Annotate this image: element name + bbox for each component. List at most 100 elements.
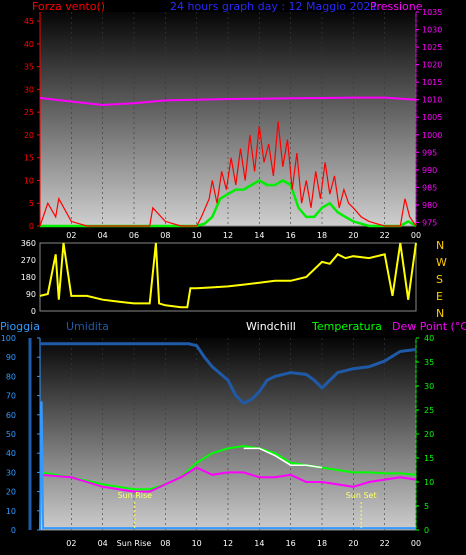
- pressure-tick-label: 1015: [422, 78, 442, 87]
- temperature-tick-label: 30: [424, 382, 434, 391]
- direction-panel-background: [39, 242, 417, 312]
- grid-lines: [71, 12, 417, 530]
- wind-tick-label: 10: [24, 176, 34, 185]
- compass-label: W: [436, 256, 447, 269]
- temp-x-tick-label: 12: [223, 539, 233, 548]
- pressure-tick-label: 1005: [422, 113, 442, 122]
- wind-tick-label: 20: [24, 131, 34, 140]
- temperature-tick-label: 25: [424, 406, 434, 415]
- pressure-tick-label: 1025: [422, 43, 442, 52]
- temperature-tick-label: 20: [424, 430, 434, 439]
- humidity-tick-label: 40: [6, 449, 16, 458]
- wind-tick-label: 0: [29, 222, 34, 231]
- temp-x-tick-label: Sun Rise: [117, 539, 152, 548]
- wind-x-tick-label: 18: [317, 231, 327, 240]
- temperature-tick-label: 35: [424, 358, 434, 367]
- pressure-tick-label: 1000: [422, 131, 442, 140]
- wind-tick-label: 35: [24, 63, 34, 72]
- humidity-tick-label: 20: [6, 488, 16, 497]
- wind-x-tick-label: 06: [129, 231, 139, 240]
- wind-tick-label: 30: [24, 85, 34, 94]
- rain-axis-title: Pioggia: [0, 320, 40, 333]
- temperature-legend: Temperatura: [311, 320, 382, 333]
- wind-series-line: [39, 121, 417, 227]
- wind-x-tick-label: 22: [380, 231, 390, 240]
- sunrise-label: Sun Rise: [117, 491, 152, 500]
- temp-x-tick-label: 22: [380, 539, 390, 548]
- wind-x-tick-label: 02: [66, 231, 76, 240]
- pressure-tick-label: 980: [422, 201, 437, 210]
- dewpoint-series-line: [39, 466, 417, 493]
- humidity-tick-label: 30: [6, 468, 16, 477]
- temp-x-tick-label: 20: [348, 539, 358, 548]
- compass-label: S: [436, 273, 443, 286]
- wind-x-tick-label: 16: [286, 231, 296, 240]
- wind-x-tick-label: 08: [160, 231, 170, 240]
- temperature-series-line: [39, 444, 417, 491]
- humidity-tick-label: 100: [1, 334, 16, 343]
- tick-labels: 0510152025303540459759809859909951000100…: [1, 8, 447, 548]
- temp-x-tick-label: 10: [192, 539, 202, 548]
- humidity-tick-label: 0: [11, 526, 16, 535]
- direction-series-line: [39, 242, 417, 309]
- humidity-tick-label: 10: [6, 507, 16, 516]
- pressure-tick-label: 1030: [422, 26, 442, 35]
- gust-series-line: [40, 179, 417, 228]
- humidity-tick-label: 80: [6, 372, 16, 381]
- humidity-tick-label: 70: [6, 392, 16, 401]
- temp-x-tick-label: 02: [66, 539, 76, 548]
- windchill-legend: Windchill: [246, 320, 296, 333]
- temp-x-tick-label: 00: [411, 539, 421, 548]
- pressure-axis-title: Pressione: [370, 0, 423, 13]
- wind-tick-label: 15: [24, 154, 34, 163]
- direction-tick-label: 90: [26, 290, 36, 299]
- compass-label: N: [436, 239, 444, 252]
- direction-tick-label: 360: [21, 239, 36, 248]
- series-lines: [28, 96, 417, 531]
- pressure-tick-label: 1020: [422, 61, 442, 70]
- humidity-tick-label: 90: [6, 353, 16, 362]
- temperature-tick-label: 5: [424, 502, 429, 511]
- dewpoint-legend: Dew Point (°C): [392, 320, 466, 333]
- humidity-legend: Umidita: [66, 320, 109, 333]
- compass-label: E: [436, 290, 443, 303]
- temperature-tick-label: 15: [424, 454, 434, 463]
- direction-tick-label: 180: [21, 273, 36, 282]
- pressure-tick-label: 1035: [422, 8, 442, 17]
- windchill-series-line: [243, 447, 323, 469]
- wind-x-tick-label: 10: [192, 231, 202, 240]
- pressure-tick-label: 995: [422, 148, 437, 157]
- pressure-tick-label: 1010: [422, 96, 442, 105]
- sunset-label: Sun Set: [346, 491, 377, 500]
- pressure-tick-label: 985: [422, 183, 437, 192]
- humidity-series-line: [40, 342, 417, 406]
- chart-title: 24 hours graph day : 12 Maggio 2021: [170, 0, 378, 13]
- temperature-tick-label: 40: [424, 334, 434, 343]
- wind-tick-label: 25: [24, 108, 34, 117]
- temp-x-tick-label: 14: [254, 539, 264, 548]
- wind-x-tick-label: 04: [98, 231, 108, 240]
- wind-axis-title: Forza vento(): [32, 0, 105, 13]
- temp-x-tick-label: 18: [317, 539, 327, 548]
- pressure-series-line: [39, 96, 417, 107]
- wind-x-tick-label: 12: [223, 231, 233, 240]
- wind-x-tick-label: 20: [348, 231, 358, 240]
- temp-x-tick-label: 08: [160, 539, 170, 548]
- rain-series-line: [39, 401, 416, 531]
- temp-x-tick-label: 16: [286, 539, 296, 548]
- temperature-tick-label: 0: [424, 526, 429, 535]
- wind-x-tick-label: 14: [254, 231, 264, 240]
- annotations: Sun Rise Sun Set: [117, 491, 377, 530]
- wind-tick-label: 40: [24, 40, 34, 49]
- humidity-tick-label: 60: [6, 411, 16, 420]
- direction-tick-label: 270: [21, 256, 36, 265]
- humidity-tick-label: 50: [6, 430, 16, 439]
- wind-tick-label: 45: [24, 17, 34, 26]
- temperature-tick-label: 10: [424, 478, 434, 487]
- pressure-tick-label: 990: [422, 166, 437, 175]
- compass-label: N: [436, 307, 444, 320]
- wind-x-tick-label: 00: [411, 231, 421, 240]
- wind-tick-label: 5: [29, 199, 34, 208]
- temp-x-tick-label: 04: [98, 539, 108, 548]
